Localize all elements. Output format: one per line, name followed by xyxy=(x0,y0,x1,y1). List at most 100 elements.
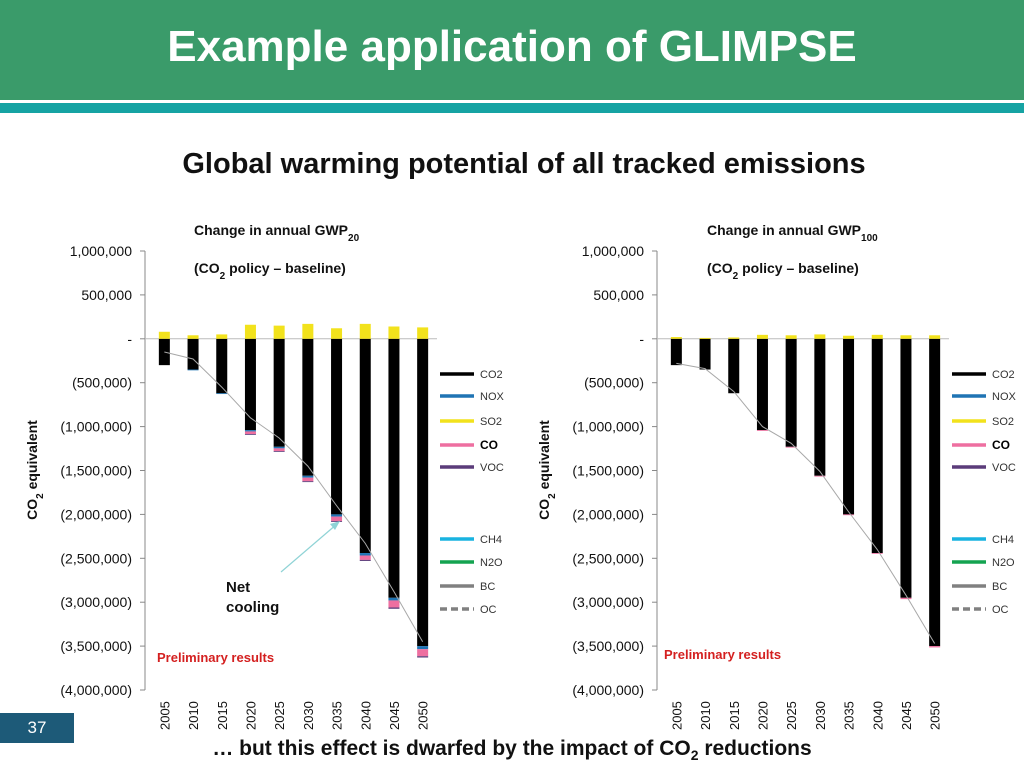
bar-segment-so2 xyxy=(273,325,285,339)
bar-segment-nox xyxy=(273,446,285,449)
x-tick-label: 2020 xyxy=(755,701,770,730)
bar-segment-so2 xyxy=(244,324,256,339)
bar-segment-co xyxy=(900,597,912,600)
bar-segment-nox xyxy=(216,393,228,395)
legend-label-n2o: N2O xyxy=(480,557,503,569)
x-tick-label: 2005 xyxy=(157,701,172,730)
bar-segment-nox xyxy=(388,597,400,601)
x-tick-label: 2030 xyxy=(301,701,316,730)
legend-label-oc: OC xyxy=(992,604,1009,616)
bar-segment-so2 xyxy=(359,323,371,339)
bar-segment-so2 xyxy=(900,335,912,339)
bar-segment-co2 xyxy=(417,338,429,647)
legend-label-voc: VOC xyxy=(480,462,504,474)
bar-segment-nox xyxy=(417,646,429,650)
bar-segment-co xyxy=(359,555,371,560)
bar-segment-so2 xyxy=(158,331,170,339)
slide-footer: … but this effect is dwarfed by the impa… xyxy=(0,737,1024,763)
bar-segment-co xyxy=(929,646,941,648)
y-tick-label: 1,000,000 xyxy=(70,243,132,259)
bar-segment-so2 xyxy=(699,337,711,339)
bar-segment-co xyxy=(871,553,883,554)
slide-subtitle: Global warming potential of all tracked … xyxy=(182,148,866,180)
bar-segment-co2 xyxy=(216,338,228,394)
preliminary-results-label: Preliminary results xyxy=(664,647,781,662)
footer-text: … but this effect is dwarfed by the impa… xyxy=(212,737,691,760)
bar-segment-co2 xyxy=(302,338,314,476)
y-tick-label: (500,000) xyxy=(584,375,644,391)
x-tick-label: 2010 xyxy=(698,701,713,730)
legend-label-co2: CO2 xyxy=(992,369,1015,381)
x-tick-label: 2025 xyxy=(784,701,799,730)
legend-label-co: CO xyxy=(992,438,1010,452)
bar-segment-co xyxy=(756,430,768,431)
bar-segment-so2 xyxy=(871,334,883,339)
bar-segment-co2 xyxy=(843,338,855,515)
y-tick-label: 500,000 xyxy=(81,287,132,303)
net-gwp-line xyxy=(164,351,424,642)
chart-subtitle: (CO2 policy – baseline) xyxy=(707,260,859,282)
legend-label-nox: NOX xyxy=(992,391,1017,403)
bar-segment-nox xyxy=(359,553,371,556)
preliminary-results-label: Preliminary results xyxy=(157,650,274,665)
x-tick-label: 2020 xyxy=(243,701,258,730)
legend-label-nox: NOX xyxy=(480,391,505,403)
net-cooling-label-line2: cooling xyxy=(226,599,279,616)
x-tick-label: 2045 xyxy=(899,701,914,730)
x-tick-label: 2005 xyxy=(669,701,684,730)
y-tick-label: (2,500,000) xyxy=(572,550,644,566)
bar-segment-co2 xyxy=(814,338,826,476)
y-axis-label: CO2 equivalent xyxy=(536,420,558,520)
y-tick-label: (1,000,000) xyxy=(60,419,132,435)
footer-subscript: 2 xyxy=(690,747,699,764)
bar-segment-so2 xyxy=(929,335,941,339)
y-tick-label: 500,000 xyxy=(593,287,644,303)
y-tick-label: (2,000,000) xyxy=(60,506,132,522)
legend-label-co2: CO2 xyxy=(480,369,503,381)
y-tick-label: (3,000,000) xyxy=(60,594,132,610)
y-tick-label: - xyxy=(127,331,132,347)
bar-segment-co xyxy=(244,431,256,435)
legend-label-co: CO xyxy=(480,438,498,452)
bar-segment-so2 xyxy=(670,337,682,339)
y-tick-label: (3,000,000) xyxy=(572,594,644,610)
x-tick-label: 2050 xyxy=(416,701,431,730)
bar-segment-co2 xyxy=(785,338,797,447)
x-tick-label: 2015 xyxy=(215,701,230,730)
y-tick-label: (1,000,000) xyxy=(572,419,644,435)
legend-label-ch4: CH4 xyxy=(480,534,502,546)
legend-label-voc: VOC xyxy=(992,462,1016,474)
bar-segment-voc xyxy=(331,520,343,522)
footer-text-end: reductions xyxy=(698,737,812,760)
x-tick-label: 2040 xyxy=(358,701,373,730)
net-gwp-line xyxy=(676,362,936,644)
y-tick-label: - xyxy=(639,331,644,347)
bar-segment-co2 xyxy=(871,338,883,554)
bar-segment-co2 xyxy=(331,338,343,515)
x-tick-label: 2030 xyxy=(813,701,828,730)
y-tick-label: (4,000,000) xyxy=(572,682,644,698)
legend-label-so2: SO2 xyxy=(480,416,502,428)
y-tick-label: (3,500,000) xyxy=(60,638,132,654)
bar-segment-so2 xyxy=(302,323,314,339)
bar-segment-nox xyxy=(187,369,199,371)
bar-segment-so2 xyxy=(417,327,429,339)
bar-segment-so2 xyxy=(331,328,343,339)
legend-label-n2o: N2O xyxy=(992,557,1015,569)
bar-segment-co xyxy=(785,446,797,448)
bar-segment-co2 xyxy=(699,338,711,370)
bar-segment-so2 xyxy=(388,326,400,339)
chart-title: Change in annual GWP20 xyxy=(194,222,360,244)
bar-segment-so2 xyxy=(187,335,199,339)
title-divider xyxy=(0,103,1024,113)
bar-segment-co2 xyxy=(756,338,768,431)
y-tick-label: (2,000,000) xyxy=(572,506,644,522)
legend-label-so2: SO2 xyxy=(992,416,1014,428)
net-cooling-arrow-head xyxy=(330,521,340,530)
bar-segment-so2 xyxy=(785,335,797,339)
legend-label-bc: BC xyxy=(480,581,495,593)
legend-label-ch4: CH4 xyxy=(992,534,1014,546)
bar-segment-co2 xyxy=(728,338,740,394)
y-axis-label: CO2 equivalent xyxy=(24,420,46,520)
